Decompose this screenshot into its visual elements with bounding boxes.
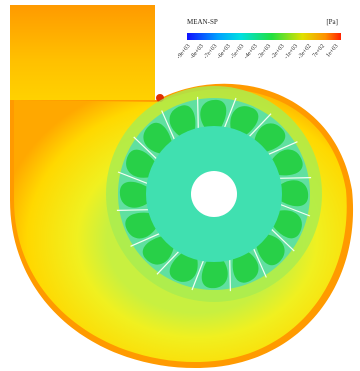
legend-title: MEAN-SP (187, 18, 218, 26)
tick-label: -9e+03 (176, 43, 192, 60)
legend-unit: [Pa] (326, 18, 338, 26)
tick-label: -1e+03 (284, 43, 300, 60)
hub (191, 171, 237, 217)
colorbar (187, 33, 341, 40)
tick-label: -3e+03 (257, 43, 273, 60)
tick-label: 1e+03 (325, 43, 339, 58)
tick-label: -4e+03 (243, 43, 259, 60)
tick-label: -6e+03 (216, 43, 232, 60)
tick-label: -2e+03 (270, 43, 286, 60)
tick-label: -8e+03 (189, 43, 205, 60)
tick-label: -3e+02 (297, 43, 313, 60)
contour-plot: MEAN-SP [Pa] -9e+03-8e+03-7e+03-6e+03-5e… (0, 0, 360, 371)
legend: MEAN-SP [Pa] -9e+03-8e+03-7e+03-6e+03-5e… (176, 18, 341, 60)
legend-ticks: -9e+03-8e+03-7e+03-6e+03-5e+03-4e+03-3e+… (176, 43, 340, 60)
tick-label: -7e+03 (203, 43, 219, 60)
inlet-duct (10, 5, 155, 115)
tick-label: -5e+03 (230, 43, 246, 60)
tick-label: 7e+02 (312, 43, 326, 58)
